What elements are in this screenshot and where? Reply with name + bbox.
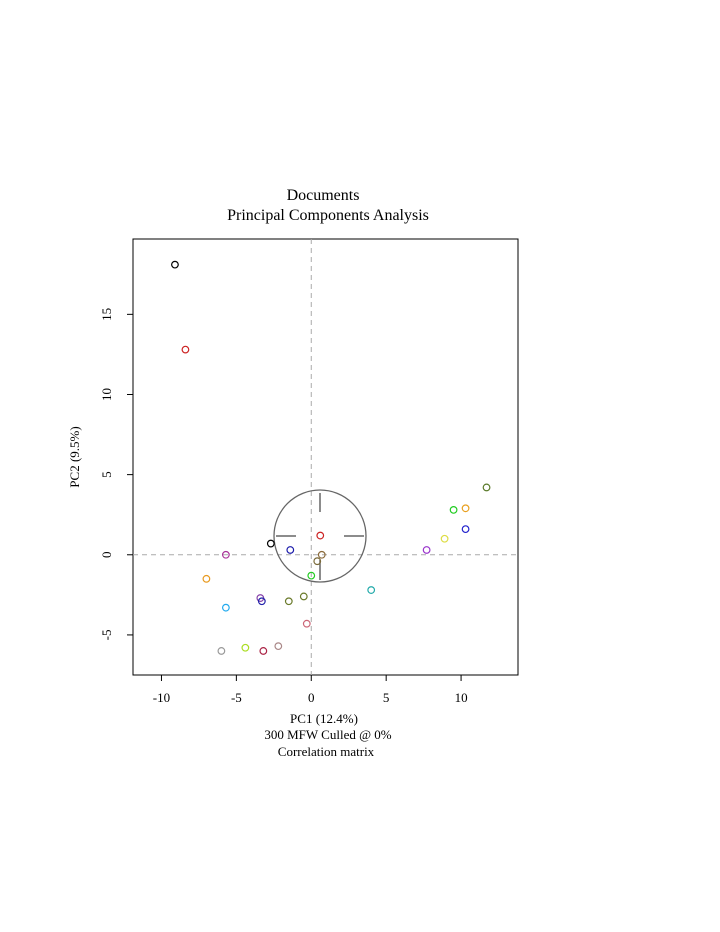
data-point [313,557,322,566]
caption-line-1: 300 MFW Culled @ 0% [264,727,391,742]
data-point [482,483,491,492]
y-axis-label: PC2 (9.5%) [67,426,82,487]
x-tick-label: 5 [383,690,390,705]
data-point [257,597,266,606]
x-axis-label: PC1 (12.4%) [290,711,358,726]
x-tick-label: 0 [308,690,315,705]
data-point [440,534,449,543]
data-point [221,550,230,559]
chart-title: Documents [287,187,360,204]
x-tick-label: 10 [455,690,468,705]
data-point [284,597,293,606]
y-tick-label: 15 [99,308,114,321]
x-tick-label: -5 [231,690,242,705]
y-tick-label: -5 [99,630,114,641]
data-point [461,504,470,513]
reference-lines [133,239,518,675]
data-point [221,603,230,612]
data-point [299,592,308,601]
crosshair-overlay [273,489,367,583]
data-point [422,546,431,554]
data-point [286,546,295,554]
data-point [266,539,275,548]
data-points [171,260,491,655]
data-point [274,642,283,651]
data-point [241,643,250,652]
data-point [171,260,179,269]
data-point [202,574,211,583]
data-point [449,505,458,514]
x-axis-ticks: -10 -5 0 5 10 [153,675,468,705]
data-point [302,619,311,628]
data-point [259,647,268,655]
y-tick-label: 0 [99,552,114,559]
plot-frame [132,238,519,676]
chart-subtitle: Principal Components Analysis [227,207,429,224]
y-axis-ticks: -5 0 5 10 15 [99,308,133,641]
data-point [217,647,226,655]
data-point [317,550,326,559]
data-point [367,586,376,594]
data-point [316,531,325,540]
x-tick-label: -10 [153,690,170,705]
data-point [307,571,316,580]
data-point [461,525,470,534]
y-tick-label: 10 [99,388,114,401]
caption-line-2: Correlation matrix [278,744,375,759]
data-point [181,345,190,354]
y-tick-label: 5 [99,471,114,478]
